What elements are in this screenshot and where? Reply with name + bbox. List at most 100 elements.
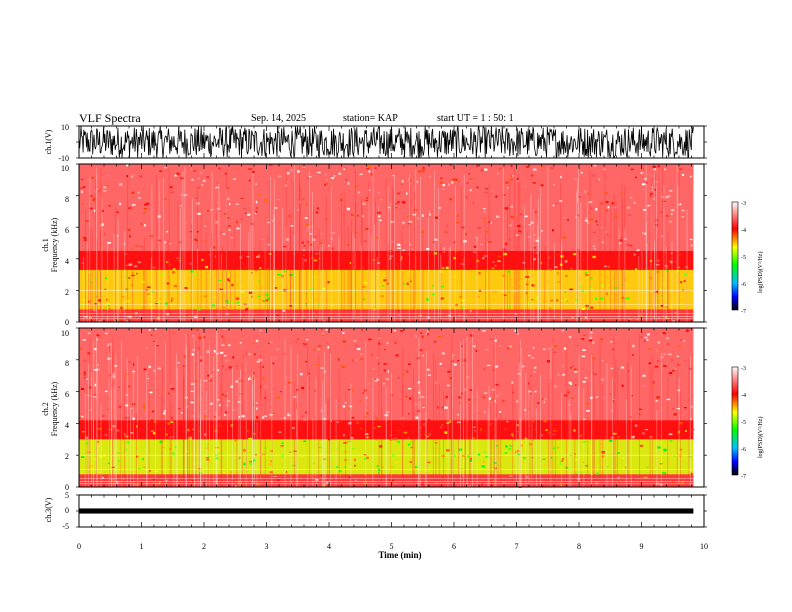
spectrogram-cell: [587, 192, 591, 195]
spectrogram-cell: [198, 430, 200, 433]
spectrogram-cell: [131, 204, 136, 206]
spectrogram-streak: [227, 391, 228, 487]
spectrogram-cell: [462, 475, 465, 477]
spectrogram-cell: [613, 206, 617, 209]
spectrogram-streak: [419, 389, 421, 487]
spectrogram-cell: [525, 283, 529, 286]
spectrogram-cell: [551, 229, 554, 232]
spectrogram-cell: [158, 482, 161, 484]
spectrogram-cell: [464, 232, 467, 236]
spectrogram-cell: [664, 250, 667, 254]
spectrogram-streak: [615, 200, 617, 322]
spectrogram-cell: [99, 471, 102, 474]
spectrogram-cell: [306, 412, 309, 415]
spectrogram-cell: [441, 266, 445, 270]
spectrogram-cell: [239, 380, 243, 382]
spectrogram-cell: [105, 332, 108, 335]
spectrogram-cell: [434, 238, 438, 241]
spectrogram-cell: [685, 329, 689, 332]
spectrogram-cell: [197, 308, 201, 311]
spectrogram-cell: [180, 194, 184, 196]
spectrogram-cell: [631, 338, 634, 341]
spectrogram-cell: [355, 231, 358, 233]
spectrogram-cell: [186, 314, 189, 317]
spectrogram-cell: [504, 428, 507, 431]
spectrogram-cell: [533, 258, 536, 261]
spectrogram-cell: [229, 471, 233, 474]
spectrogram-cell: [541, 304, 543, 307]
spectrogram-cell: [495, 395, 499, 398]
spectrogram-cell: [509, 224, 512, 227]
spectrogram-cell: [362, 202, 366, 206]
spectrogram-cell: [642, 374, 646, 377]
spectrogram-streak: [612, 378, 613, 487]
spectrogram-streak: [552, 337, 554, 487]
spectrogram-cell: [473, 251, 476, 254]
spectrogram-cell: [678, 203, 680, 206]
spectrogram-cell: [458, 314, 462, 317]
spectrogram-cell: [519, 213, 523, 216]
spectrogram-cell: [661, 283, 665, 285]
spectrogram-cell: [561, 458, 565, 460]
spectrogram-cell: [426, 368, 430, 371]
spectrogram-cell: [151, 410, 155, 413]
spectrogram-cell: [112, 382, 115, 384]
spectrogram-streak: [409, 173, 411, 322]
spectrogram-cell: [485, 455, 489, 458]
spectrogram-cell: [143, 466, 146, 469]
spectrogram-cell: [674, 311, 678, 314]
spectrogram-cell: [130, 432, 134, 434]
spectrogram-cell: [79, 418, 83, 420]
spectrogram-cell: [249, 378, 252, 380]
spectrogram-cell: [675, 255, 679, 257]
spectrogram-cell: [322, 287, 326, 291]
spectrogram-cell: [299, 201, 301, 203]
spectrogram-cell: [662, 353, 667, 355]
spectrogram-cell: [258, 358, 263, 362]
spectrogram-streak: [381, 406, 383, 487]
spectrogram-streak: [151, 184, 153, 322]
spectrogram-cell: [466, 376, 469, 378]
spectrogram-cell: [336, 421, 339, 423]
spectrogram-cell: [575, 458, 578, 461]
spectrogram-cell: [476, 164, 478, 167]
spectrogram-cell: [668, 433, 673, 436]
spectrogram-cell: [655, 400, 658, 402]
spectrogram-cell: [641, 432, 645, 435]
spectrogram-cell: [690, 472, 693, 475]
spectrogram-cell: [397, 440, 400, 444]
spectrogram-cell: [166, 313, 170, 316]
spectrogram-cell: [293, 450, 298, 452]
spectrogram-cell: [309, 233, 313, 235]
spectrogram-cell: [411, 248, 414, 250]
spectrogram-cell: [679, 422, 683, 424]
spectrogram-streak: [252, 384, 253, 487]
spectrogram-cell: [592, 255, 596, 259]
spectrogram-cell: [104, 433, 108, 437]
spectrogram-streak: [517, 174, 519, 322]
spectrogram-cell: [220, 231, 223, 234]
spectrogram-streak: [665, 246, 667, 322]
spectrogram-cell: [613, 432, 617, 435]
spectrogram-cell: [350, 437, 354, 439]
spectrogram-cell: [264, 397, 267, 399]
station-label: station= KAP: [343, 113, 398, 124]
spectrogram-cell: [493, 397, 495, 399]
spectrogram-cell: [623, 328, 626, 331]
spectrogram-cell: [502, 400, 505, 402]
spectrogram-cell: [347, 440, 351, 442]
spectrogram-cell: [494, 467, 498, 470]
spectrogram-cell: [253, 459, 256, 462]
spectrogram-cell: [204, 446, 209, 449]
spectrogram-cell: [497, 172, 499, 175]
x-tick-label: 10: [700, 542, 708, 551]
spectrogram-cell: [610, 436, 615, 439]
spectrogram-streak: [527, 231, 528, 322]
spectrogram-cell: [225, 301, 229, 305]
spectrogram-cell: [395, 354, 399, 357]
spectrogram-cell: [353, 171, 357, 173]
spectrogram-streak: [418, 337, 420, 487]
spectrogram-cell: [207, 443, 210, 445]
spectrogram-cell: [495, 383, 499, 386]
spectrogram-streak: [577, 167, 579, 322]
